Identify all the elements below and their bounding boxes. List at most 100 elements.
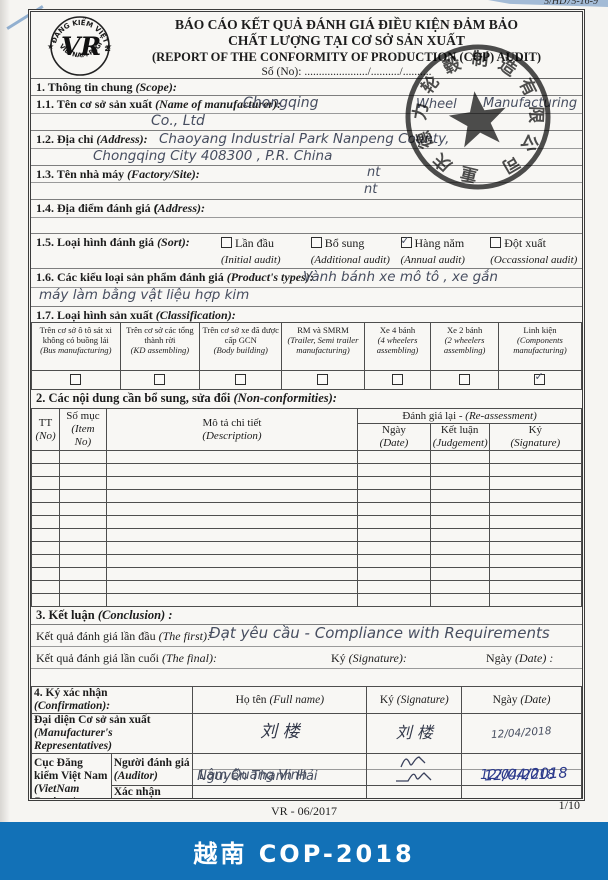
checkbox-bus	[70, 374, 82, 385]
auditor2-name: Nguyễn Thanh Hải	[197, 769, 318, 784]
classification-col-4wheel: Xe 4 bánh (4 wheelers assembling)	[363, 322, 432, 371]
logo-star-left: ★	[47, 42, 54, 51]
confirmation-table: 4. Ký xác nhận (Confirmation): Họ tên (F…	[31, 686, 582, 798]
field-address-line2: Chongqing City 408300 , P.R. China	[31, 149, 582, 166]
conclusion-first: Kết quả đánh giá lần đầu (The first): Đạ…	[31, 624, 582, 647]
scan-edge-shadow	[0, 0, 10, 822]
checkbox-additional-audit	[310, 237, 322, 248]
section1-heading: 1. Thông tin chung (Scope):	[31, 79, 582, 96]
table-row	[31, 567, 582, 581]
checkbox-body	[235, 374, 247, 385]
scan-artifact-top-right	[488, 0, 608, 7]
bottom-banner: 越南 COP-2018	[0, 822, 608, 880]
auditor-dates: 12/04/2018 12/04/2018	[461, 753, 582, 786]
option-initial-audit: Lần đầu (Initial audit)	[221, 236, 311, 268]
handwriting-ditto-1: nt	[367, 165, 381, 180]
approved-by-date	[461, 785, 582, 798]
auditor-names: Lâm Quang Vinh Nguyễn Thanh Hải	[192, 753, 368, 786]
checkbox-initial-audit	[221, 237, 232, 248]
non-conformities-table: TT (No) Số mục (Item No) Mô tả chi tiết (De…	[31, 408, 582, 607]
field-1-5-label-vi: 1.5. Loại hình đánh giá	[36, 235, 155, 249]
checkbox-components	[534, 372, 546, 385]
option-occasional-audit: Đột xuất (Occassional audit)	[490, 236, 580, 268]
section3-heading: 3. Kết luận (Conclusion) :	[31, 607, 582, 625]
option-occasional-audit-label: Đột xuất	[504, 236, 546, 250]
section2-heading-vi: 2. Các nội dung cần bổ sung, sửa đổi	[36, 391, 231, 405]
handwriting-manufacturer-1: Chongqing	[243, 95, 319, 111]
col-header-date: Ngày (Date)	[461, 686, 582, 714]
table-row	[31, 580, 582, 594]
section1-heading-en: (Scope):	[135, 80, 177, 94]
option-annual-audit-en: (Annual audit)	[400, 254, 465, 266]
field-1-2-label-en: (Address):	[96, 132, 148, 146]
field-factory-site-line2: nt	[31, 182, 582, 200]
conclusion-final: Kết quả đánh giá lần cuối (The final): K…	[31, 647, 582, 669]
title-vi-line1: BÁO CÁO KẾT QUẢ ĐÁNH GIÁ ĐIỀU KIỆN ĐẢM B…	[175, 17, 518, 32]
checkbox-kd	[154, 374, 166, 385]
field-1-6-label-vi: 1.6. Các kiểu loại sản phẩm đánh giá	[36, 270, 224, 284]
handwriting-ditto-2: nt	[364, 182, 378, 197]
table-row	[31, 502, 582, 516]
option-additional-audit-label: Bổ sung	[324, 236, 365, 250]
table-row	[31, 476, 582, 490]
col-header-no: TT (No)	[31, 408, 61, 451]
auditor1-date: 12/04/2018	[480, 768, 556, 783]
classification-col-2wheel: Xe 2 bánh (2 wheelers assembling)	[430, 322, 499, 371]
conclusion-date-label: Ngày (Date) :	[486, 651, 554, 665]
option-annual-audit-label: Hàng năm	[414, 236, 465, 250]
col-header-item-no: Số mục (Item No)	[59, 408, 107, 451]
section3-heading-en: (Conclusion) :	[97, 608, 173, 622]
auditor-signatures	[366, 753, 463, 786]
field-manufacturer-name: 1.1. Tên cơ sở sản xuất (Name of manufac…	[31, 96, 582, 114]
title-en: (REPORT OF THE CONFORMITY OF PRODUCTION …	[151, 50, 542, 64]
section2-heading-en: (Non-conformities):	[233, 391, 337, 405]
classification-col-kd: Trên cơ sở các tổng thành rời (KD assembl…	[119, 322, 201, 371]
handwriting-manufacturer-3: Manufacturing	[483, 96, 578, 111]
handwriting-product-types-2: máy làm bằng vật liệu hợp kim	[39, 287, 250, 303]
handwriting-manufacturer-2: Wheel	[416, 97, 457, 112]
table-row	[31, 528, 582, 542]
option-occasional-audit-en: (Occassional audit)	[490, 254, 578, 266]
checkbox-annual-audit	[400, 233, 412, 248]
col-header-sign: Ký (Signature)	[366, 686, 463, 714]
field-product-types-line2: máy làm bằng vật liệu hợp kim	[31, 288, 582, 307]
option-initial-audit-label: Lần đầu	[235, 236, 274, 250]
manufacturer-rep-name: 刘 楼	[192, 713, 368, 754]
field-audit-address: 1.4. Địa điểm đánh giá ((Address):	[31, 200, 582, 218]
field-1-1-label-vi: 1.1. Tên cơ sở sản xuất	[36, 97, 153, 111]
document-number-line: Số (No): ....................../........…	[261, 66, 432, 78]
classification-col-body: Trên cơ sở xe đã được cấp GCN (Body build…	[199, 322, 283, 371]
field-1-5-label-en: (Sort):	[157, 235, 190, 249]
field-factory-site: 1.3. Tên nhà máy (Factory/Site): nt	[31, 165, 582, 183]
table-row	[31, 593, 582, 607]
footer-form-code: VR - 06/2017	[271, 804, 337, 818]
conclusion-first-label-en: (The first):	[158, 629, 211, 643]
field-1-1-label-en: (Name of manufacturer):	[155, 97, 282, 111]
classification-table: Trên cơ sở ô tô sát xi không có buồng lá…	[31, 322, 582, 390]
conclusion-first-label-vi: Kết quả đánh giá lần đầu	[36, 629, 156, 643]
field-1-3-label-vi: 1.3. Tên nhà máy	[36, 167, 125, 181]
handwriting-product-types-1: Vành bánh xe mô tô , xe gắn	[303, 269, 498, 285]
logo-vr-monogram: VR	[61, 32, 101, 61]
section1-heading-vi: 1. Thông tin chung	[36, 80, 133, 94]
approved-by-signature	[366, 785, 463, 798]
classification-col-trailer: RM và SMRM (Trailer, Semi trailer manufac…	[281, 322, 365, 371]
option-additional-audit: Bổ sung (Additional audit)	[310, 236, 401, 268]
conclusion-final-label-en: (The final):	[161, 651, 217, 665]
table-row	[31, 450, 582, 464]
manufacturer-rep-date: 12/04/2018	[461, 713, 582, 754]
field-classification: 1.7. Loại hình sản xuất (Classification)…	[31, 307, 582, 322]
col-header-reassessment: Đánh giá lại - (Re-assessment)	[357, 408, 582, 424]
manufacturer-rep-label: Đại diện Cơ sở sản xuất (Manufacturer's R…	[31, 713, 194, 754]
field-1-2-label-vi: 1.2. Địa chỉ	[36, 132, 94, 146]
checkbox-2wheel	[459, 374, 471, 385]
banner-text: 越南 COP-2018	[193, 839, 415, 868]
form-header: ĐĂNG KIỂM VIỆT NAM VIETNAM REGISTER ★ ★ …	[31, 12, 582, 79]
cop-audit-form: ĐĂNG KIỂM VIỆT NAM VIETNAM REGISTER ★ ★ …	[28, 9, 585, 801]
option-initial-audit-en: (Initial audit)	[221, 254, 281, 266]
col-header-signature: Ký (Signature)	[488, 423, 582, 451]
checkbox-4wheel	[392, 374, 403, 385]
field-audit-address-line2	[31, 218, 582, 234]
field-1-3-label-en: (Factory/Site):	[127, 167, 200, 181]
